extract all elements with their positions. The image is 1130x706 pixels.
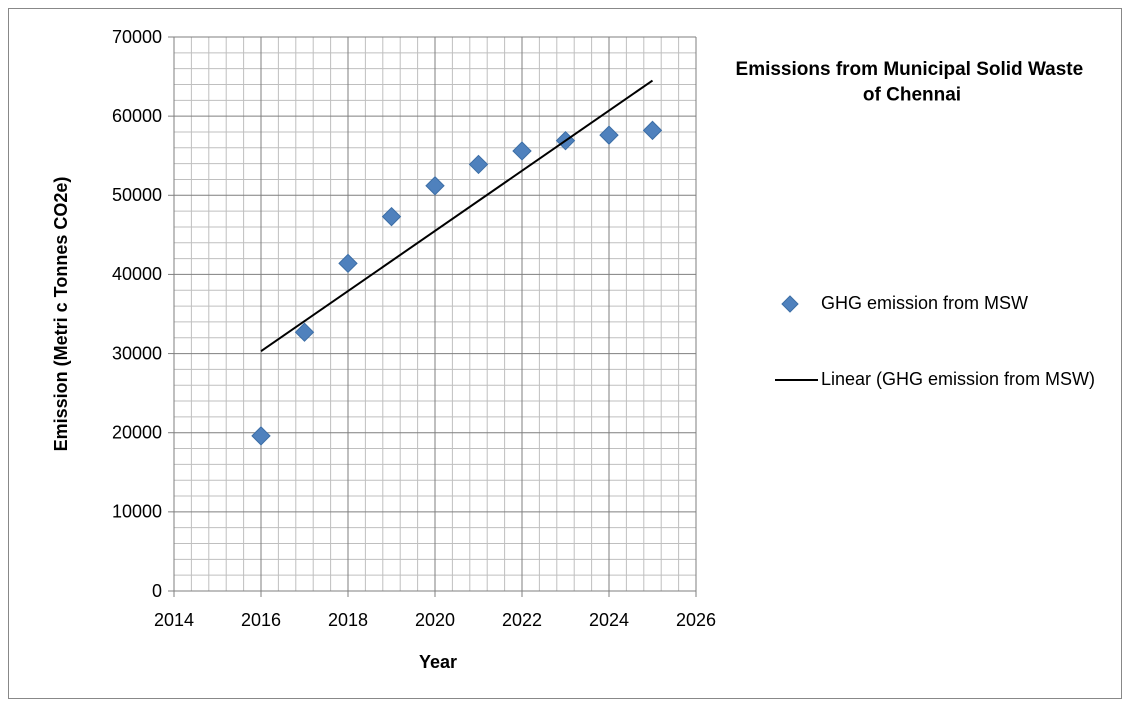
y-tick-label: 30000 xyxy=(112,343,162,363)
y-tick-label: 20000 xyxy=(112,422,162,442)
point xyxy=(294,322,315,342)
marks xyxy=(251,79,663,446)
y-tick-label: 60000 xyxy=(112,106,162,126)
legend-label: GHG emission from MSW xyxy=(821,293,1028,313)
point xyxy=(338,253,358,274)
text-line: Emissions from Municipal Solid Waste xyxy=(736,59,1089,80)
text-line: GHG emission from MSW xyxy=(821,293,1028,313)
y-tick-label: 10000 xyxy=(112,502,162,522)
point xyxy=(642,120,663,141)
x-tick-label: 2016 xyxy=(241,610,281,630)
y-tick-label: 70000 xyxy=(112,27,162,47)
text-line: Linear (GHG emission from MSW) xyxy=(821,369,1095,389)
grid xyxy=(168,36,697,597)
point xyxy=(468,154,489,175)
x-tick-label: 2026 xyxy=(676,610,716,630)
x-axis-label: Year xyxy=(419,652,457,672)
y-tick-label: 50000 xyxy=(112,185,162,205)
point xyxy=(425,176,445,196)
chart-title: Emissions from Municipal Solid Waste of … xyxy=(736,59,1089,106)
x-tick-label: 2024 xyxy=(589,610,629,630)
chart-border xyxy=(8,8,1122,699)
y-tick-label: 40000 xyxy=(112,264,162,284)
y-axis-label: Emission (Metri c Tonnes CO2e) xyxy=(51,177,71,452)
point xyxy=(381,206,402,227)
x-tick-label: 2018 xyxy=(328,610,368,630)
legend-label: Linear (GHG emission from MSW) xyxy=(821,369,1095,389)
x-tick-label: 2020 xyxy=(415,610,455,630)
x-tick-label: 2022 xyxy=(502,610,542,630)
x-tick-label: 2014 xyxy=(154,610,194,630)
y-tick-label: 0 xyxy=(152,581,162,601)
point xyxy=(512,141,532,161)
trend-line xyxy=(260,79,654,353)
point xyxy=(599,125,619,145)
text-line: of Chennai xyxy=(863,85,961,106)
point xyxy=(251,426,271,446)
legend-marker xyxy=(781,295,799,313)
